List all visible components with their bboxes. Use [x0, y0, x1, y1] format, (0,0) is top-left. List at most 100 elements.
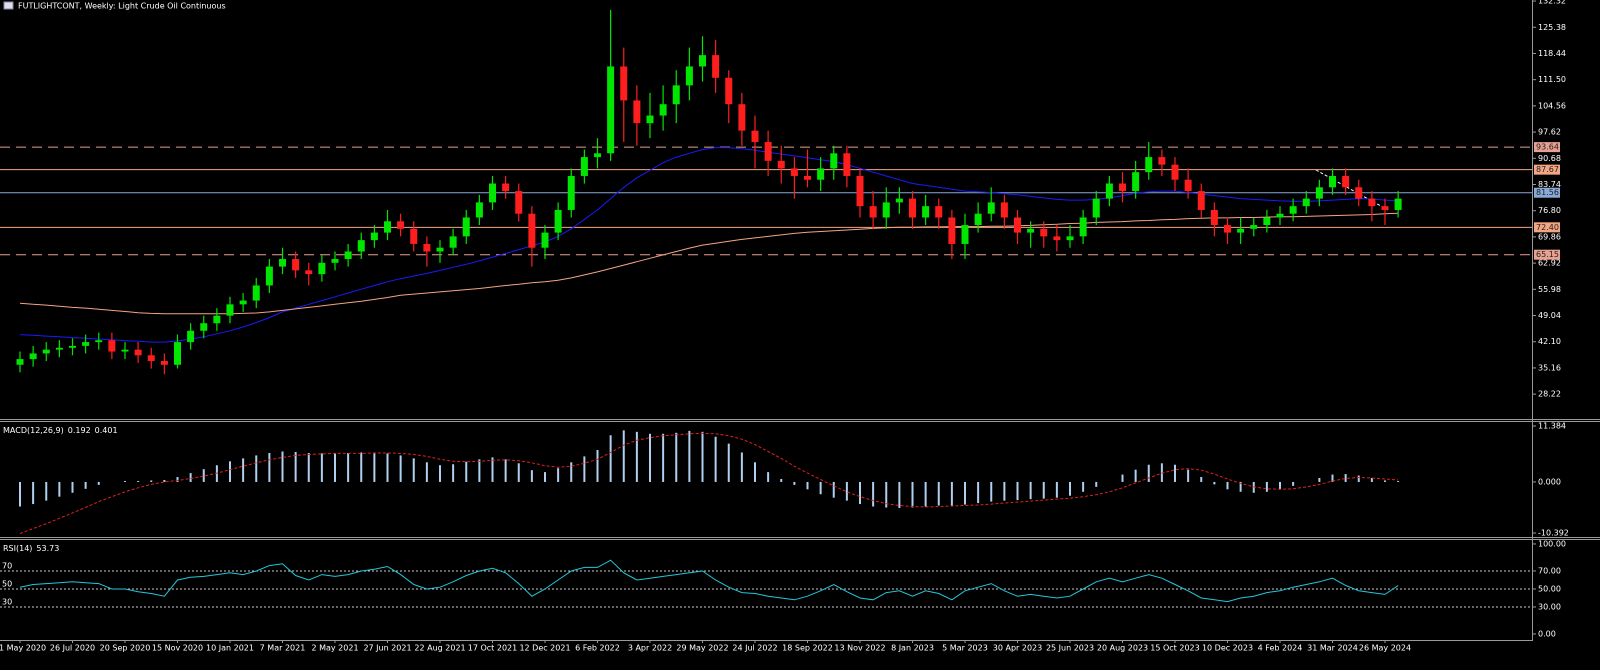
candle-body: [29, 353, 37, 360]
macd-bar: [793, 481, 796, 485]
macd-bar: [320, 453, 323, 482]
macd-bar: [478, 459, 481, 482]
macd-bar: [84, 481, 87, 489]
candle-body: [1040, 228, 1048, 237]
candle-body: [1079, 217, 1087, 237]
candle-body: [1066, 236, 1074, 241]
candle-body: [554, 209, 562, 233]
macd-bar: [911, 481, 914, 508]
macd-bar: [465, 461, 468, 482]
macd-bar: [885, 481, 888, 508]
macd-bar: [622, 430, 625, 482]
macd-bar: [189, 473, 192, 482]
indicator-value: MACD(12,26,9): [3, 426, 64, 435]
y-tick-label: 42.10: [1538, 337, 1561, 346]
candle-body: [462, 217, 470, 237]
candle-body: [318, 262, 326, 275]
macd-bar: [1370, 478, 1373, 482]
candle-body: [1342, 175, 1350, 188]
candle-body: [331, 259, 339, 263]
macd-bar: [898, 481, 901, 508]
x-tick-label: 3 Apr 2022: [628, 644, 672, 653]
y-tick-label: 90.68: [1538, 154, 1561, 163]
x-tick-label: 13 Nov 2022: [834, 644, 885, 653]
rsi-level-label: 70: [2, 561, 12, 570]
y-tick-label: 69.86: [1538, 232, 1561, 241]
candle-body: [305, 270, 313, 275]
macd-bar: [1069, 481, 1071, 496]
macd-bar: [845, 481, 848, 501]
macd-bar: [1279, 481, 1281, 490]
candle-body: [935, 206, 943, 218]
macd-bar: [1029, 481, 1032, 500]
candle-body: [528, 213, 536, 248]
x-tick-label: 10 Dec 2023: [1202, 644, 1253, 653]
macd-bar: [1055, 481, 1058, 498]
candle-body: [1237, 228, 1245, 233]
candle-body: [764, 141, 772, 161]
candle-body: [869, 206, 877, 218]
macd-bar: [373, 452, 376, 482]
x-tick-label: 8 Jan 2023: [891, 644, 934, 653]
macd-bar: [701, 431, 704, 482]
macd-bar: [740, 452, 743, 482]
macd-bar: [425, 462, 428, 482]
macd-bar: [1187, 469, 1190, 482]
level-label: 93.64: [1536, 143, 1559, 152]
macd-bar: [1239, 481, 1242, 492]
candle-body: [699, 55, 706, 67]
macd-bar: [662, 433, 665, 482]
candle-body: [121, 349, 129, 352]
macd-bar: [58, 481, 61, 497]
candle-body: [502, 183, 510, 192]
candle-body: [160, 360, 168, 365]
y-tick-label: 28.22: [1538, 390, 1561, 399]
candle-body: [449, 236, 457, 248]
macd-bar: [202, 469, 205, 482]
macd-bar: [1397, 481, 1400, 482]
rsi-level-label: 50: [2, 579, 12, 588]
macd-bar: [557, 468, 560, 482]
macd-bar: [688, 430, 691, 482]
line-series: [19, 559, 1399, 603]
macd-bar: [452, 464, 455, 482]
x-tick-label: 26 Jul 2020: [50, 644, 95, 653]
candle-body: [1197, 191, 1205, 210]
macd-bar: [583, 456, 586, 482]
candle-body: [1014, 217, 1021, 233]
y-tick-label: 11.384: [1538, 422, 1566, 431]
candle-body: [1289, 206, 1297, 214]
macd-bar: [819, 481, 822, 495]
candle-body: [948, 217, 956, 244]
indicator-title-text: RSI(14): [3, 544, 32, 553]
indicator-title: RSI(14) 53.73: [3, 544, 59, 553]
y-tick-label: 0.000: [1538, 477, 1561, 486]
x-tick-label: 27 Jun 2021: [363, 644, 411, 653]
candle-body: [804, 175, 811, 180]
macd-bar: [1121, 474, 1124, 482]
macd-bar: [767, 472, 770, 482]
y-tick-label: -10.392: [1538, 529, 1569, 538]
y-tick-label: 97.62: [1538, 128, 1561, 137]
candle-body: [1027, 228, 1035, 233]
x-tick-label: 7 Mar 2021: [260, 644, 306, 653]
macd-bar: [504, 459, 507, 482]
macd-bar: [1226, 481, 1229, 490]
x-tick-label: 15 Oct 2023: [1150, 644, 1199, 653]
candle-body: [475, 202, 483, 218]
candle-body: [961, 225, 969, 244]
macd-bar: [517, 463, 520, 482]
x-tick-label: 15 Nov 2020: [152, 644, 203, 653]
candle-body: [55, 347, 63, 350]
macd-bar: [1042, 481, 1045, 499]
y-tick-label: 111.50: [1538, 75, 1566, 84]
level-label-box: [1534, 164, 1560, 175]
candle-body: [265, 266, 273, 286]
macd-bar: [71, 481, 74, 493]
x-tick-label: 25 Jun 2023: [1046, 644, 1094, 653]
y-tick-label: 76.80: [1538, 206, 1561, 215]
candle-body: [685, 66, 693, 86]
macd-bar: [399, 455, 402, 482]
x-tick-label: 10 Jan 2021: [206, 644, 254, 653]
level-label: 72.40: [1536, 223, 1559, 232]
